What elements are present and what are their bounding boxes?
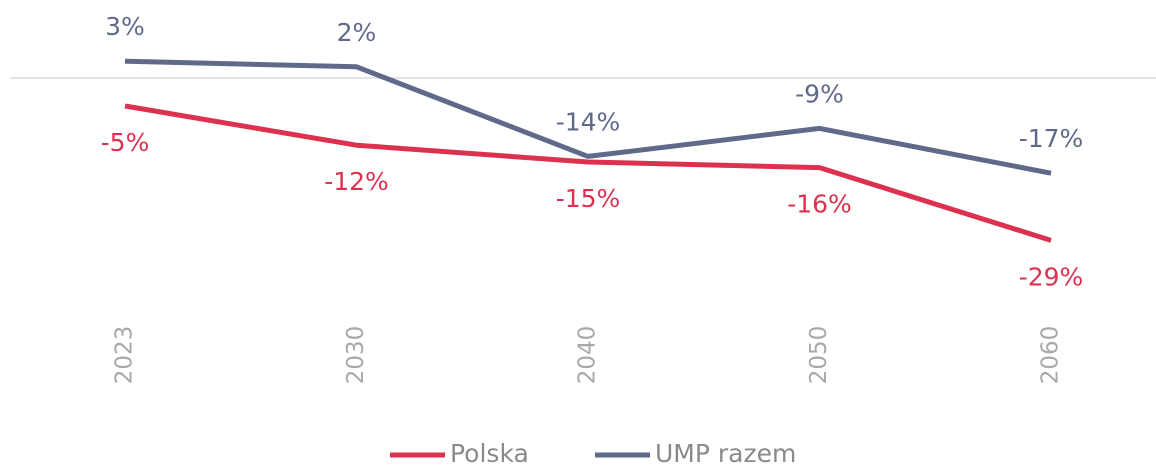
data-label: -9%	[795, 79, 844, 108]
series-line	[124, 103, 1052, 243]
legend-label: Polska	[450, 439, 529, 467]
series-line	[124, 58, 1052, 176]
data-label: -17%	[1019, 124, 1084, 153]
data-label: -14%	[556, 107, 621, 136]
x-tick-label: 2060	[1038, 326, 1064, 385]
legend-label: UMP razem	[655, 439, 796, 467]
data-label: 2%	[337, 18, 377, 47]
data-label: 3%	[105, 12, 145, 41]
x-tick-label: 2040	[575, 326, 601, 385]
data-label: -15%	[556, 184, 621, 213]
x-tick-label: 2050	[806, 326, 832, 385]
data-label: -5%	[101, 128, 150, 157]
data-label: -29%	[1019, 262, 1084, 291]
data-label: -12%	[324, 167, 389, 196]
x-tick-label: 2030	[343, 326, 369, 385]
x-tick-label: 2023	[112, 326, 138, 385]
data-label: -16%	[787, 190, 852, 219]
